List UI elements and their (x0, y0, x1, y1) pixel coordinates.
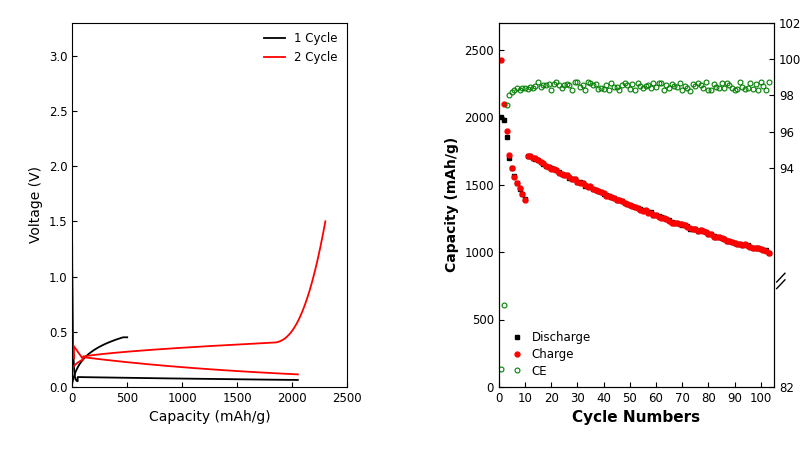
1 Cycle (132, 375, 142, 381)
Legend: 1 Cycle, 2 Cycle: 1 Cycle, 2 Cycle (260, 28, 342, 68)
CE (743, 86, 752, 91)
2 Cycle (77, 355, 87, 360)
1 Cycle (245, 377, 254, 382)
Line: Charge: Charge (499, 58, 771, 256)
1 Cycle (67, 289, 77, 295)
1 Cycle (293, 377, 302, 382)
CE (496, 366, 506, 372)
X-axis label: Cycle Numbers: Cycle Numbers (573, 410, 700, 425)
Charge (570, 176, 580, 182)
CE (570, 79, 580, 85)
CE (764, 80, 773, 85)
Charge (746, 244, 755, 250)
Line: Discharge: Discharge (499, 115, 771, 255)
CE (748, 87, 758, 92)
Charge (732, 241, 742, 246)
Charge (764, 250, 773, 256)
Discharge (746, 244, 755, 249)
CE (654, 80, 663, 86)
2 Cycle (76, 354, 86, 359)
1 Cycle (262, 377, 272, 382)
2 Cycle (244, 369, 253, 374)
1 Cycle (140, 375, 149, 381)
Discharge (496, 114, 506, 120)
Discharge (570, 176, 580, 182)
2 Cycle (293, 372, 302, 377)
CE (735, 79, 745, 85)
2 Cycle (146, 362, 156, 367)
Discharge (764, 250, 773, 256)
CE (583, 79, 593, 85)
2 Cycle (67, 241, 77, 246)
Discharge (738, 242, 747, 248)
2 Cycle (254, 369, 264, 375)
Charge (651, 212, 661, 218)
1 Cycle (67, 268, 77, 274)
2 Cycle (260, 370, 269, 375)
Y-axis label: Voltage (V): Voltage (V) (29, 166, 43, 243)
Charge (738, 242, 747, 248)
Charge (496, 58, 506, 63)
Discharge (732, 241, 742, 246)
Legend: Discharge, Charge, CE: Discharge, Charge, CE (504, 328, 594, 381)
Line: CE: CE (499, 79, 771, 371)
Line: 1 Cycle: 1 Cycle (72, 271, 298, 381)
Charge (740, 242, 750, 247)
Line: 2 Cycle: 2 Cycle (72, 243, 298, 374)
X-axis label: Capacity (mAh/g): Capacity (mAh/g) (149, 410, 270, 424)
Y-axis label: Capacity (mAh/g): Capacity (mAh/g) (444, 137, 459, 272)
Discharge (651, 212, 661, 217)
1 Cycle (73, 378, 83, 384)
1 Cycle (71, 378, 81, 383)
CE (740, 87, 750, 92)
Discharge (740, 242, 750, 248)
